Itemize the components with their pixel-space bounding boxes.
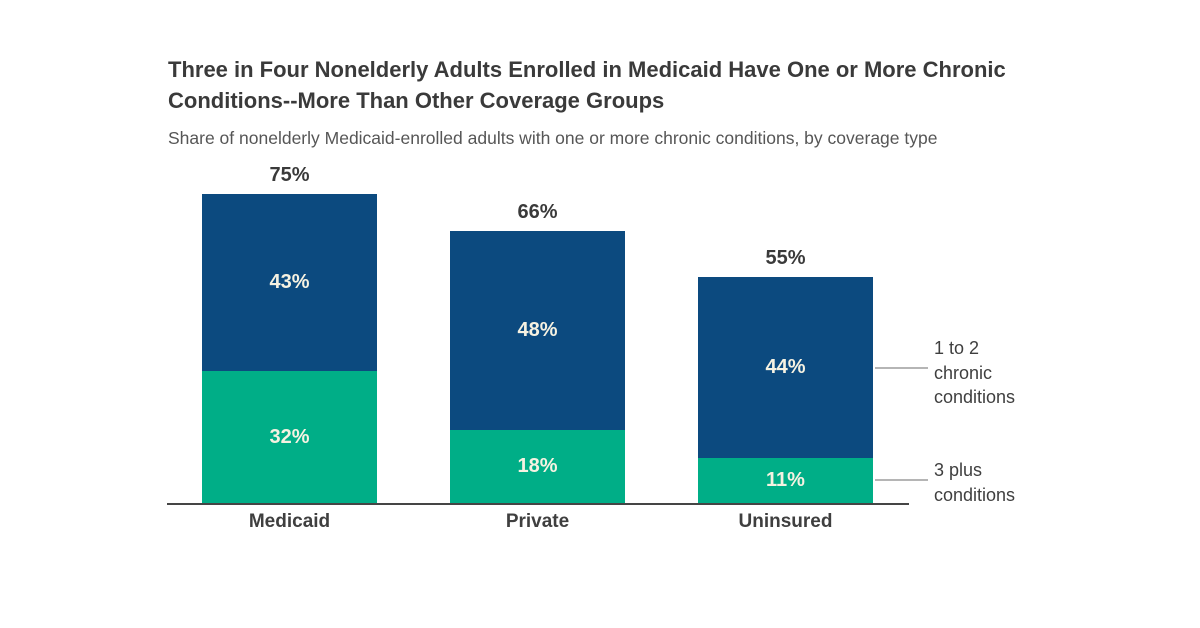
bar-uninsured: 55% 44% 11% — [698, 245, 873, 503]
bar-private: 66% 48% 18% — [450, 199, 625, 503]
legend-1to2-line2: chronic — [934, 362, 993, 383]
bar-medicaid-lower-value-label: 32% — [269, 425, 310, 448]
x-axis-line — [167, 503, 909, 505]
legend-1to2-line3: conditions — [934, 387, 1016, 407]
x-axis-label-medicaid: Medicaid — [248, 511, 331, 532]
bar-uninsured-segment-1to2-chronic: 44% — [698, 277, 873, 458]
bar-medicaid-upper-value-label: 43% — [269, 271, 310, 293]
legend-1to2-line1: 1 to 2 — [934, 338, 980, 358]
legend-label-1to2-chronic: 1 to 2 chronic conditions — [934, 336, 1015, 410]
chart-title-line2: Conditions--More Than Other Coverage Gro… — [168, 88, 665, 113]
legend-3plus-line1: 3 plus — [934, 460, 983, 480]
bar-medicaid-total-label: 75% — [269, 164, 310, 186]
bar-private-segment-3plus: 18% — [450, 430, 625, 503]
bar-private-upper-value-label: 48% — [517, 319, 558, 341]
bar-uninsured-total-label: 55% — [765, 247, 806, 269]
x-axis-label-uninsured: Uninsured — [738, 511, 833, 532]
bar-uninsured-upper-value-label: 44% — [765, 356, 806, 378]
bar-medicaid: 75% 43% 32% — [202, 162, 377, 503]
bar-medicaid-segment-1to2-chronic: 43% — [202, 194, 377, 371]
chart-subtitle: Share of nonelderly Medicaid-enrolled ad… — [168, 128, 938, 148]
x-axis-label-private: Private — [505, 511, 570, 532]
legend-3plus-line2: conditions — [934, 484, 1016, 505]
chart-title-line1: Three in Four Nonelderly Adults Enrolled… — [168, 57, 1006, 82]
bar-private-total-label: 66% — [517, 201, 558, 223]
bar-private-segment-1to2-chronic: 48% — [450, 231, 625, 430]
bar-uninsured-lower-value-label: 11% — [766, 469, 805, 491]
legend-label-3plus: 3 plus conditions — [934, 458, 1015, 507]
bar-uninsured-segment-3plus: 11% — [698, 458, 873, 503]
callout-line-3plus — [875, 479, 928, 481]
bar-private-lower-value-label: 18% — [517, 455, 558, 477]
chart-title: Three in Four Nonelderly Adults Enrolled… — [168, 54, 1006, 116]
bar-medicaid-segment-3plus: 32% — [202, 371, 377, 503]
callout-line-1to2-chronic — [875, 367, 928, 369]
